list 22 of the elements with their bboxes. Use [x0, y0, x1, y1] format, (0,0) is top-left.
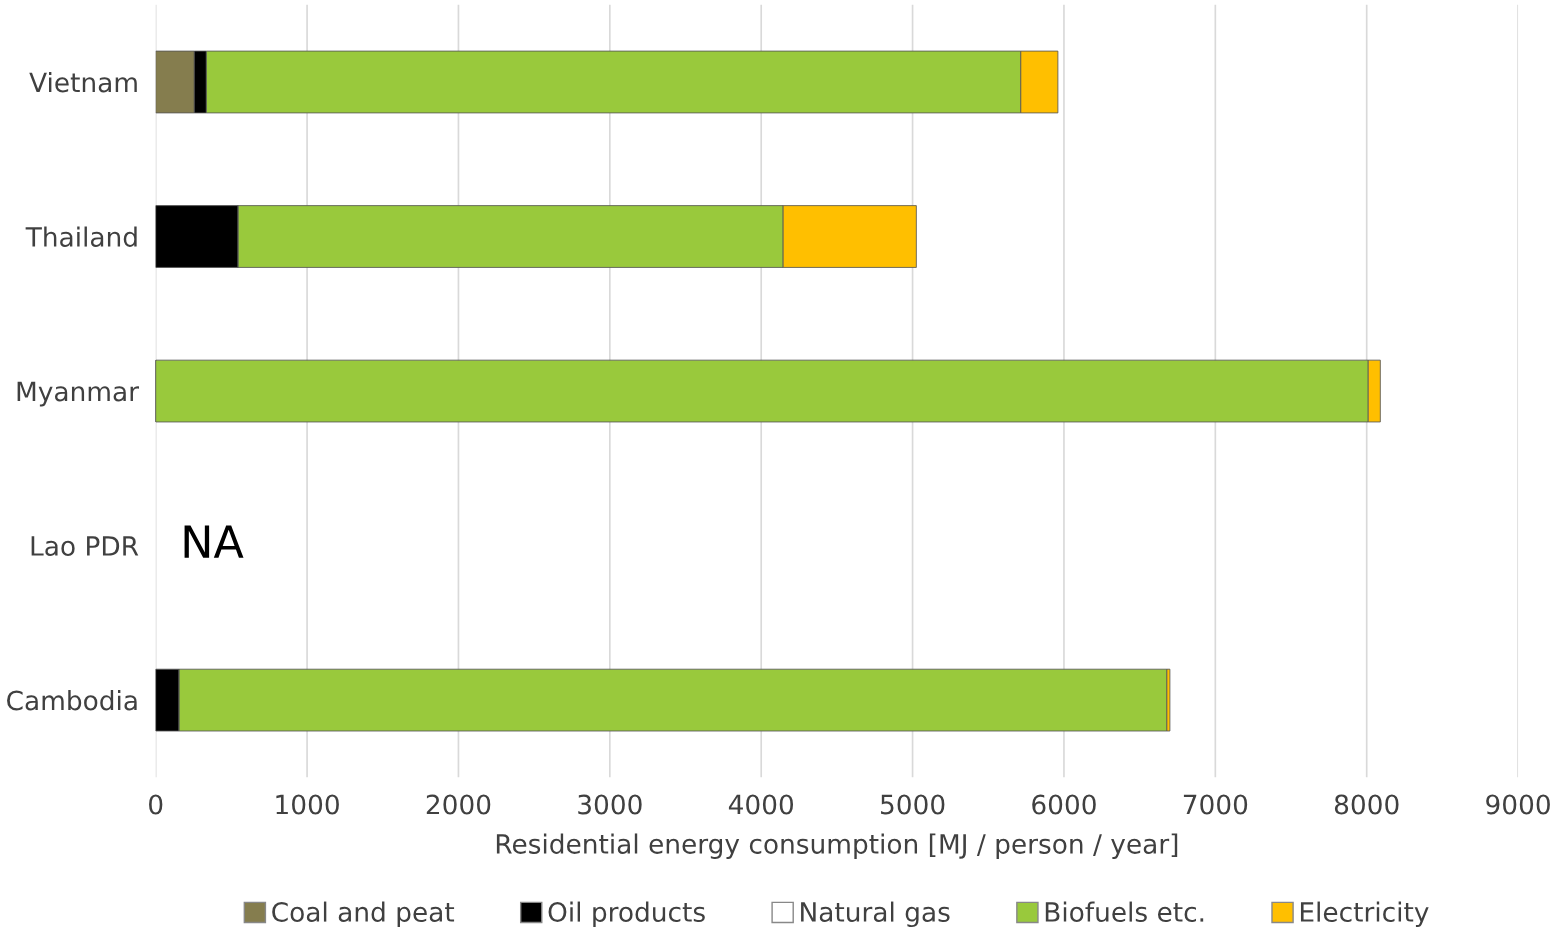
y-tick-label: Vietnam — [29, 71, 137, 93]
y-tick-label: Thailand — [25, 226, 137, 247]
x-axis-title: Residential energy consumption [MJ / person / year] — [496, 833, 1178, 859]
annotation: NA — [184, 525, 244, 558]
x-tick-label: 0 — [149, 794, 163, 815]
legend-label: Oil products — [548, 901, 705, 928]
legend-label: Biofuels etc. — [1045, 901, 1204, 922]
x-tick-label: 7000 — [1183, 794, 1248, 815]
y-tick-label: Myanmar — [17, 381, 140, 407]
x-tick-label: 1000 — [276, 794, 339, 815]
x-tick-label: 6000 — [1032, 794, 1096, 815]
y-tick-label: Cambodia — [7, 690, 137, 711]
x-tick-label: 2000 — [426, 794, 491, 815]
x-tick-label: 8000 — [1334, 794, 1399, 815]
x-tick-label: 5000 — [881, 794, 945, 815]
x-tick-label: 4000 — [728, 794, 794, 815]
x-tick-label: 3000 — [578, 794, 642, 815]
legend-label: Coal and peat — [272, 901, 455, 928]
legend-label: Natural gas — [801, 901, 950, 928]
legend-label: Electricity — [1300, 901, 1429, 928]
x-tick-label: 9000 — [1486, 794, 1550, 815]
y-tick-label: Lao PDR — [31, 536, 139, 556]
